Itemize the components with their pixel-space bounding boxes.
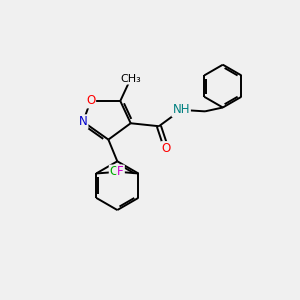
Text: NH: NH [172, 103, 190, 116]
Text: O: O [162, 142, 171, 155]
Text: CH₃: CH₃ [120, 74, 141, 84]
Text: O: O [86, 94, 95, 107]
Text: Cl: Cl [110, 166, 121, 178]
Text: N: N [79, 115, 88, 128]
Text: F: F [117, 166, 124, 178]
